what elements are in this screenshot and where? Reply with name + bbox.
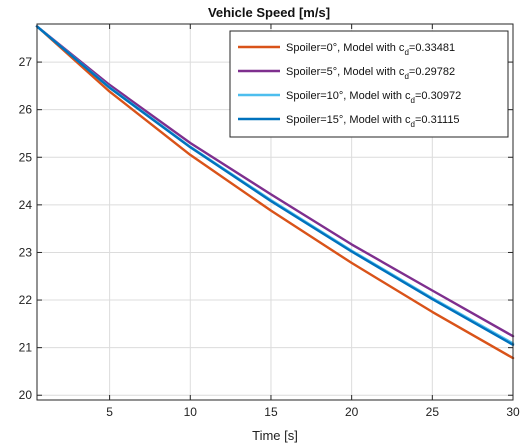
legend-label-main: Spoiler=0°, Model with c <box>286 42 405 54</box>
x-tick-label: 25 <box>426 405 440 419</box>
legend-label-1: Spoiler=5°, Model with cd=0.29782 <box>286 66 455 81</box>
legend-label-value: =0.31115 <box>415 114 460 126</box>
x-axis-label: Time [s] <box>252 428 298 443</box>
x-tick-label: 5 <box>106 405 113 419</box>
x-tick-label: 10 <box>184 405 198 419</box>
y-tick-label: 24 <box>19 198 33 212</box>
chart-title: Vehicle Speed [m/s] <box>208 5 330 20</box>
series-line-0 <box>35 25 515 360</box>
series-line-1 <box>35 25 515 338</box>
legend-label-main: Spoiler=10°, Model with c <box>286 90 411 102</box>
legend-label-subscript: d <box>404 72 408 81</box>
legend-label-value: =0.30972 <box>415 90 461 102</box>
plot-frame <box>36 23 514 401</box>
x-tick-label: 30 <box>506 405 520 419</box>
legend-label-main: Spoiler=5°, Model with c <box>286 66 405 78</box>
y-tick-label: 20 <box>19 388 33 402</box>
y-tick-label: 23 <box>19 245 33 259</box>
x-tick-label: 15 <box>264 405 278 419</box>
y-tick-label: 27 <box>19 55 33 69</box>
legend-label-0: Spoiler=0°, Model with cd=0.33481 <box>286 42 455 57</box>
y-tick-label: 22 <box>19 293 33 307</box>
legend-label-3: Spoiler=15°, Model with cd=0.31115 <box>286 114 460 129</box>
legend-label-subscript: d <box>404 48 408 57</box>
legend-label-subscript: d <box>411 120 415 129</box>
series-layer <box>35 25 515 360</box>
legend-label-value: =0.29782 <box>409 66 455 78</box>
y-tick-label: 21 <box>19 341 33 355</box>
legend-label-2: Spoiler=10°, Model with cd=0.30972 <box>286 90 461 105</box>
legend: Spoiler=0°, Model with cd=0.33481Spoiler… <box>229 30 509 138</box>
legend-label-subscript: d <box>411 96 415 105</box>
legend-label-value: =0.33481 <box>409 42 455 54</box>
series-line-3 <box>35 25 515 346</box>
x-tick-label: 20 <box>345 405 359 419</box>
legend-label-main: Spoiler=15°, Model with c <box>286 114 411 126</box>
axis-ticks: 5 10 15 20 25 30 20 21 22 23 24 25 26 27 <box>19 24 520 419</box>
y-tick-label: 25 <box>19 150 33 164</box>
y-tick-label: 26 <box>19 103 33 117</box>
